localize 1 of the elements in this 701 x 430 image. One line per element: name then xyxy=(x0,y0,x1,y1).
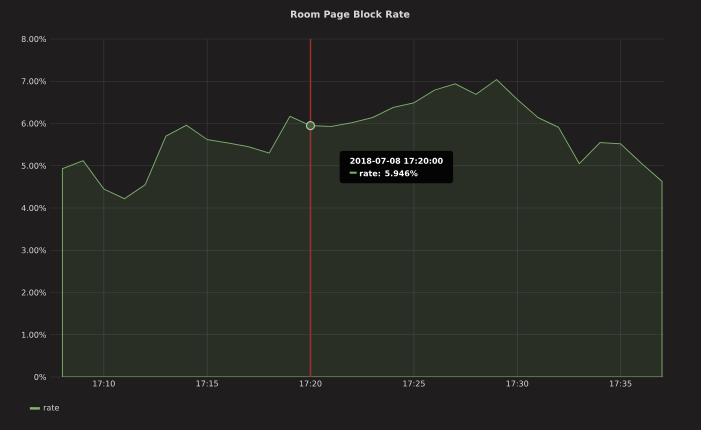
chart-title: Room Page Block Rate xyxy=(290,10,410,20)
